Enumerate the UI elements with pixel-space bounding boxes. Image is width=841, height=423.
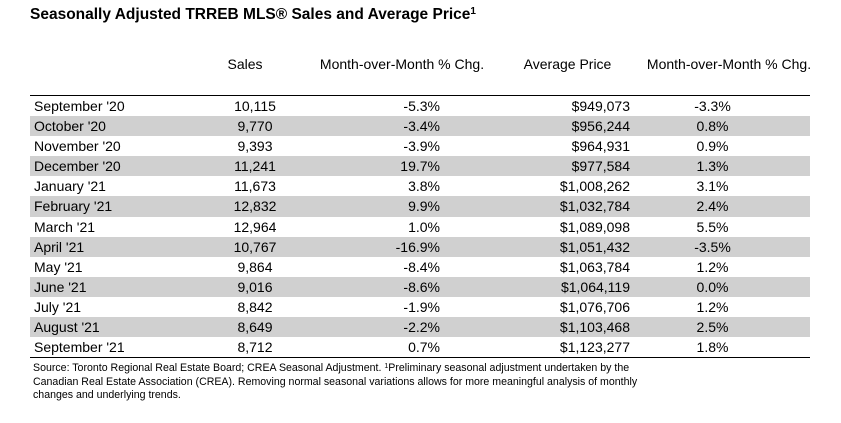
sales-mom-change-cell: -16.9% <box>395 238 440 255</box>
month-cell: August '21 <box>34 319 100 336</box>
sales-cell: 9,864 <box>237 258 273 275</box>
table-row: April '21 10,767 -16.9% $1,051,432 -3.5% <box>30 236 810 257</box>
footnote-mark: 1 <box>384 363 389 370</box>
sales-mom-change-cell: 1.0% <box>408 218 440 235</box>
title-footnote-mark: 1 <box>470 6 476 17</box>
month-cell: February '21 <box>34 198 113 215</box>
table-title: Seasonally Adjusted TRREB MLS® Sales and… <box>30 6 476 24</box>
month-cell: January '21 <box>34 178 106 195</box>
sales-cell: 12,832 <box>233 198 277 215</box>
price-mom-change-cell: -3.3% <box>694 98 731 114</box>
price-mom-change-cell: 0.0% <box>696 278 729 295</box>
sales-mom-change-cell: -2.2% <box>403 319 440 336</box>
sales-cell: 8,649 <box>237 319 273 336</box>
column-header-sales: Sales <box>227 56 263 72</box>
sales-mom-change-cell: 0.7% <box>408 339 440 356</box>
table-row: January '21 11,673 3.8% $1,008,262 3.1% <box>30 176 810 196</box>
price-mom-change-cell: 1.8% <box>696 339 729 356</box>
price-mom-change-cell: 1.2% <box>696 298 729 315</box>
month-cell: May '21 <box>34 258 83 275</box>
average-price-cell: $1,103,468 <box>559 319 630 336</box>
footnote: Source: Toronto Regional Real Estate Boa… <box>33 362 653 403</box>
sales-cell: 10,767 <box>233 238 277 255</box>
month-cell: September '21 <box>34 339 125 356</box>
month-cell: September '20 <box>34 98 125 114</box>
average-price-cell: $956,244 <box>571 118 630 135</box>
average-price-cell: $1,076,706 <box>559 298 630 315</box>
sales-cell: 9,770 <box>237 118 273 135</box>
sales-mom-change-cell: -5.3% <box>403 98 440 114</box>
average-price-cell: $1,032,784 <box>559 198 630 215</box>
footnote-source: Source: Toronto Regional Real Estate Boa… <box>33 362 385 374</box>
sales-cell: 11,673 <box>234 178 276 195</box>
price-mom-change-cell: 0.9% <box>696 138 729 155</box>
table-row: September '21 8,712 0.7% $1,123,277 1.8% <box>30 337 810 357</box>
price-mom-change-cell: 1.2% <box>696 258 729 275</box>
average-price-cell: $1,063,784 <box>559 258 630 275</box>
price-mom-change-cell: 2.4% <box>696 198 729 215</box>
price-mom-change-cell: 0.8% <box>696 118 729 135</box>
month-cell: June '21 <box>34 278 87 295</box>
sales-mom-change-cell: -3.9% <box>403 138 440 155</box>
table-row: February '21 12,832 9.9% $1,032,784 2.4% <box>30 196 810 217</box>
sales-cell: 12,964 <box>233 218 277 235</box>
table-row: June '21 9,016 -8.6% $1,064,119 0.0% <box>30 276 810 297</box>
sales-cell: 8,842 <box>237 298 273 315</box>
month-cell: October '20 <box>34 118 106 135</box>
sales-mom-change-cell: -3.4% <box>403 118 440 135</box>
average-price-cell: $977,584 <box>571 158 630 175</box>
table-row: March '21 12,964 1.0% $1,089,098 5.5% <box>30 217 810 237</box>
month-cell: December '20 <box>34 158 121 175</box>
sales-cell: 11,241 <box>234 158 276 175</box>
sales-cell: 9,393 <box>237 138 273 155</box>
table-row: May '21 9,864 -8.4% $1,063,784 1.2% <box>30 257 810 277</box>
sales-mom-change-cell: 3.8% <box>408 178 440 195</box>
table-row: November '20 9,393 -3.9% $964,931 0.9% <box>30 136 810 156</box>
average-price-cell: $964,931 <box>571 138 630 155</box>
month-cell: July '21 <box>34 298 82 315</box>
sales-cell: 10,115 <box>234 98 276 114</box>
month-cell: November '20 <box>34 138 121 155</box>
average-price-cell: $949,073 <box>571 98 630 114</box>
sales-mom-change-cell: 19.7% <box>400 158 440 175</box>
table-row: October '20 9,770 -3.4% $956,244 0.8% <box>30 116 810 137</box>
month-cell: April '21 <box>34 238 85 255</box>
average-price-cell: $1,123,277 <box>559 339 630 356</box>
average-price-cell: $1,051,432 <box>559 238 630 255</box>
footnote-note: Preliminary seasonal adjustment undertak… <box>33 362 638 401</box>
column-header-average-price: Average Price <box>523 56 612 72</box>
sales-cell: 9,016 <box>237 278 273 295</box>
table-row: July '21 8,842 -1.9% $1,076,706 1.2% <box>30 297 810 317</box>
column-header-price-mom-change: Month-over-Month % Chg. <box>646 56 812 72</box>
title-text: Seasonally Adjusted TRREB MLS® Sales and… <box>30 6 471 23</box>
sales-mom-change-cell: 9.9% <box>408 198 440 215</box>
sales-mom-change-cell: -1.9% <box>403 298 440 315</box>
sales-cell: 8,712 <box>237 339 273 356</box>
sales-mom-change-cell: -8.6% <box>403 278 440 295</box>
sales-price-table: September '20 10,115 -5.3% $949,073 -3.3% Oct… <box>30 95 810 359</box>
table-row: August '21 8,649 -2.2% $1,103,468 2.5% <box>30 317 810 338</box>
price-mom-change-cell: 2.5% <box>696 319 729 336</box>
table-row: December '20 11,241 19.7% $977,584 1.3% <box>30 156 810 177</box>
table-row: September '20 10,115 -5.3% $949,073 -3.3% <box>30 96 810 116</box>
average-price-cell: $1,064,119 <box>560 278 630 295</box>
column-header-sales-mom-change: Month-over-Month % Chg. <box>319 56 485 72</box>
price-mom-change-cell: -3.5% <box>694 238 731 255</box>
month-cell: March '21 <box>34 218 96 235</box>
price-mom-change-cell: 1.3% <box>696 158 729 175</box>
average-price-cell: $1,089,098 <box>559 218 630 235</box>
sales-mom-change-cell: -8.4% <box>403 258 440 275</box>
average-price-cell: $1,008,262 <box>559 178 630 195</box>
price-mom-change-cell: 5.5% <box>696 218 729 235</box>
price-mom-change-cell: 3.1% <box>696 178 729 195</box>
